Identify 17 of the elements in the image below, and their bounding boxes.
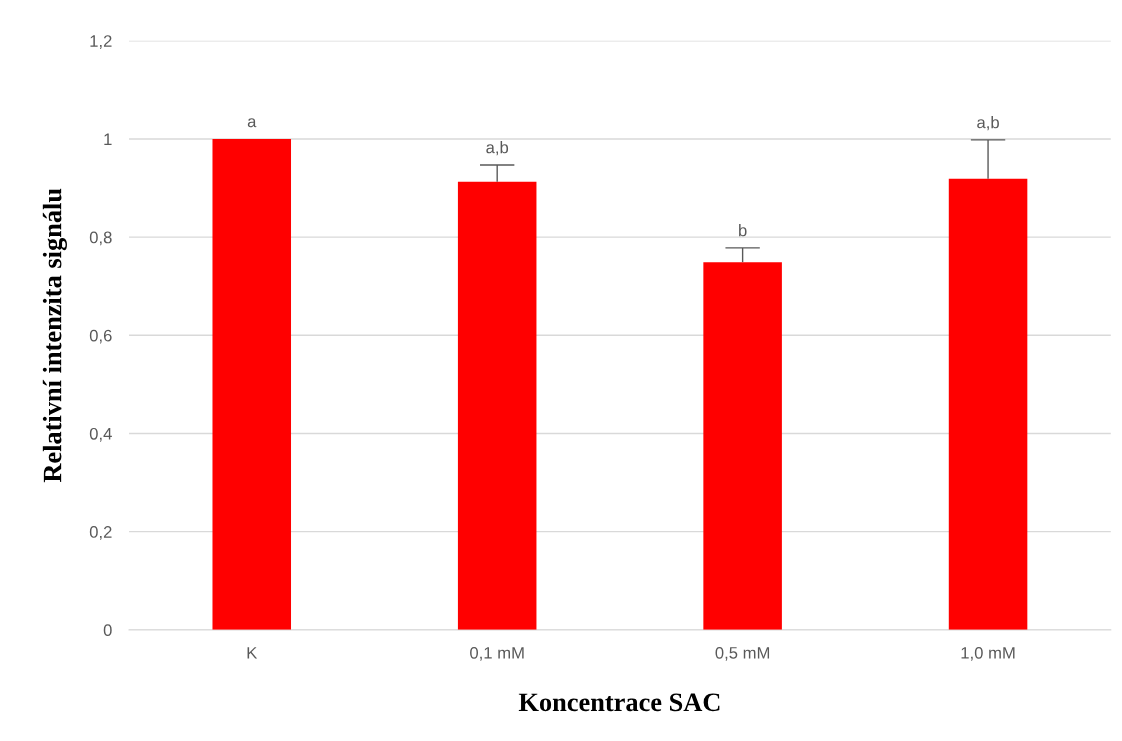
annotation: a,b [977, 116, 999, 131]
y-tick-label: 1,2 [90, 35, 112, 49]
x-tick-label: 1,0 mM [961, 646, 1015, 661]
x-axis-title: Koncentrace SAC [518, 693, 720, 712]
y-tick-label: 0,6 [89, 329, 112, 344]
y-tick-label: 0 [103, 624, 112, 637]
x-tick-label: 0,5 mM [715, 646, 770, 661]
annotation: b [739, 224, 747, 237]
y-axis-title: Relativní intenzita signálu [42, 188, 67, 483]
x-tick-label: K [247, 647, 258, 659]
x-tick-label: 0,1 mM [470, 646, 524, 661]
y-tick-label: 1 [104, 133, 112, 145]
annotation: a,b [486, 141, 509, 156]
annotation: a [247, 118, 257, 128]
y-tick-label: 0,2 [89, 526, 112, 540]
y-tick-label: 0,8 [89, 231, 112, 246]
y-tick-label: 0,4 [89, 427, 112, 442]
